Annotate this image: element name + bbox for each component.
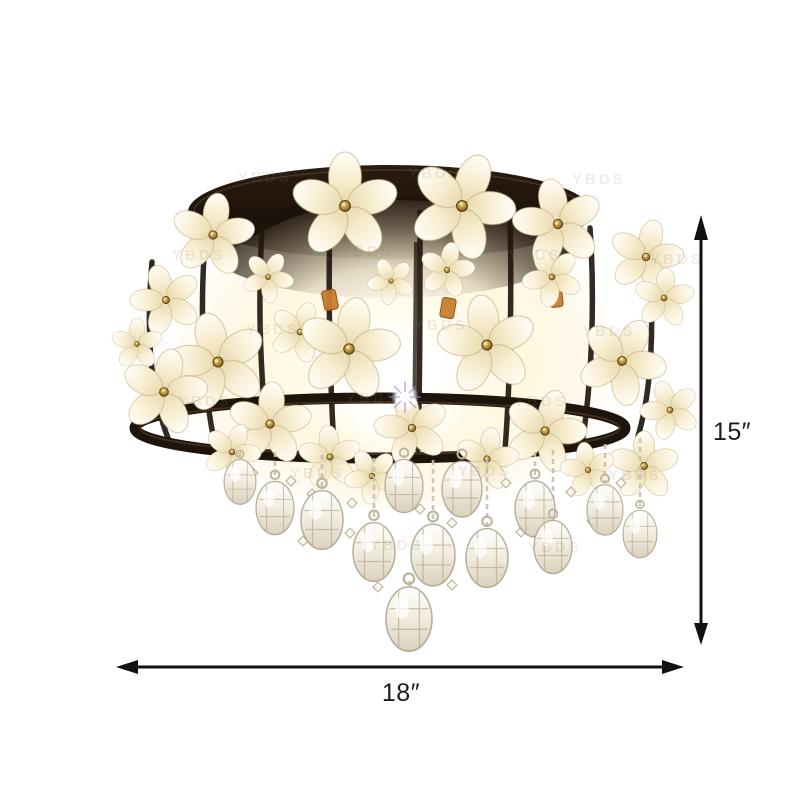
crystal-drop — [464, 515, 510, 589]
width-dimension: 18″ — [116, 660, 684, 707]
watermark-text: YBDS — [608, 467, 662, 484]
watermark-text: YBDS — [572, 171, 626, 188]
watermark-text: YBDS — [238, 169, 292, 186]
arrow-up-icon — [694, 215, 708, 240]
watermark-layer: YBDS YBDS YBDS YBDS YBDS YBDS YBDS YBDS … — [172, 165, 704, 556]
watermark-text: YBDS — [514, 393, 568, 410]
crystal-drop — [622, 499, 658, 559]
watermark-text: YBDS — [178, 393, 232, 410]
watermark-text: YBDS — [408, 165, 462, 182]
watermark-text: YBDS — [172, 247, 226, 264]
watermark-text: YBDS — [370, 537, 424, 554]
watermark-text: YBDS — [340, 243, 394, 260]
watermark-text: YBDS — [650, 251, 704, 268]
chandelier-illustration — [109, 134, 711, 653]
arrow-left-icon — [116, 660, 138, 674]
watermark-text: YBDS — [346, 390, 400, 407]
height-dimension: 15″ — [694, 215, 751, 645]
watermark-text: YBDS — [582, 323, 636, 340]
watermark-text: YBDS — [414, 317, 468, 334]
arrow-right-icon — [662, 660, 684, 674]
watermark-text: YBDS — [508, 247, 562, 264]
width-dimension-label: 18″ — [382, 679, 420, 707]
lens-flare — [389, 381, 421, 413]
height-dimension-label: 15″ — [713, 418, 751, 446]
watermark-text: YBDS — [246, 321, 300, 338]
crystal-cascade — [223, 438, 658, 653]
arrow-down-icon — [694, 623, 708, 645]
flower — [606, 430, 682, 502]
watermark-text: YBDS — [458, 463, 512, 480]
watermark-text: YBDS — [290, 465, 344, 482]
watermark-text: YBDS — [528, 539, 582, 556]
